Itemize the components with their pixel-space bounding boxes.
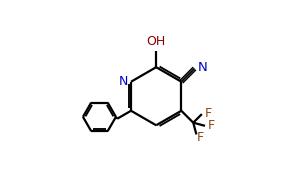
Text: OH: OH <box>147 35 166 48</box>
Text: F: F <box>208 119 215 132</box>
Text: N: N <box>198 61 208 74</box>
Text: F: F <box>205 107 212 120</box>
Text: F: F <box>196 131 204 144</box>
Text: N: N <box>118 75 128 88</box>
